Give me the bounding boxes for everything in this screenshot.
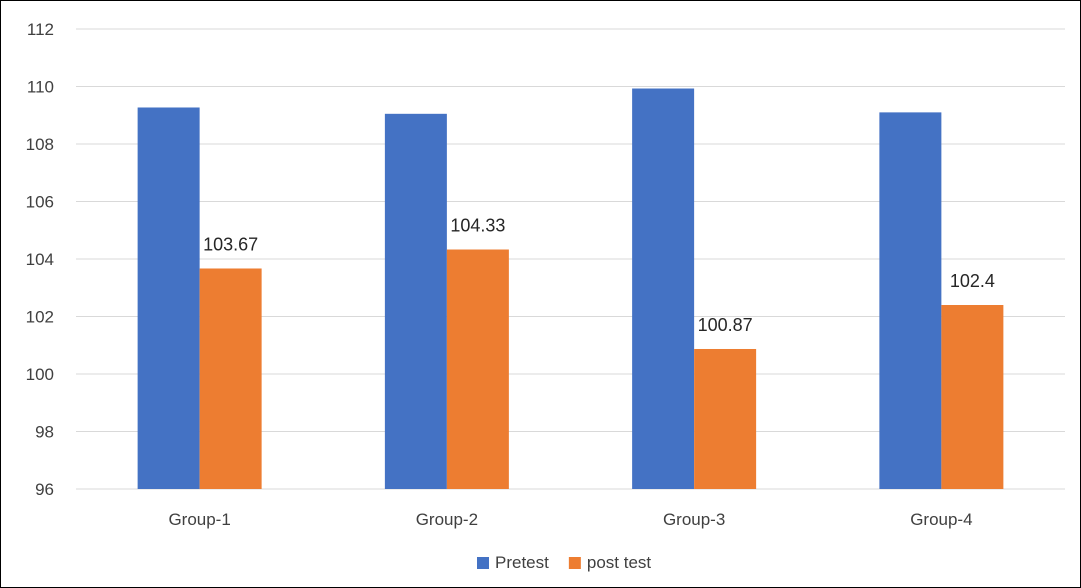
bar-pretest xyxy=(879,112,942,489)
x-tick-label: Group-2 xyxy=(416,510,478,529)
y-tick-label: 102 xyxy=(26,308,54,327)
data-label: 100.87 xyxy=(698,315,753,335)
bar-post-test xyxy=(694,348,757,489)
bar-post-test xyxy=(446,249,509,489)
data-label: 103.67 xyxy=(203,234,258,254)
data-label: 104.33 xyxy=(450,216,505,236)
y-tick-label: 110 xyxy=(27,78,54,97)
y-tick-label: 112 xyxy=(27,20,54,39)
bar-pretest xyxy=(384,113,447,489)
bar-post-test xyxy=(199,268,262,489)
y-tick-label: 108 xyxy=(26,135,54,154)
legend-label: post test xyxy=(587,553,652,572)
bar-pretest xyxy=(137,107,200,490)
bar-pretest xyxy=(632,88,695,489)
y-tick-label: 104 xyxy=(26,250,54,269)
bar-post-test xyxy=(941,305,1004,489)
x-tick-label: Group-4 xyxy=(910,510,972,529)
x-tick-label: Group-1 xyxy=(168,510,230,529)
legend-swatch xyxy=(477,557,489,569)
y-tick-label: 98 xyxy=(35,423,54,442)
x-tick-label: Group-3 xyxy=(663,510,725,529)
y-tick-label: 96 xyxy=(35,480,54,499)
y-tick-label: 100 xyxy=(26,365,54,384)
legend-swatch xyxy=(568,557,581,569)
data-label: 102.4 xyxy=(950,271,995,291)
y-tick-label: 106 xyxy=(26,193,54,212)
legend-label: Pretest xyxy=(495,553,549,572)
